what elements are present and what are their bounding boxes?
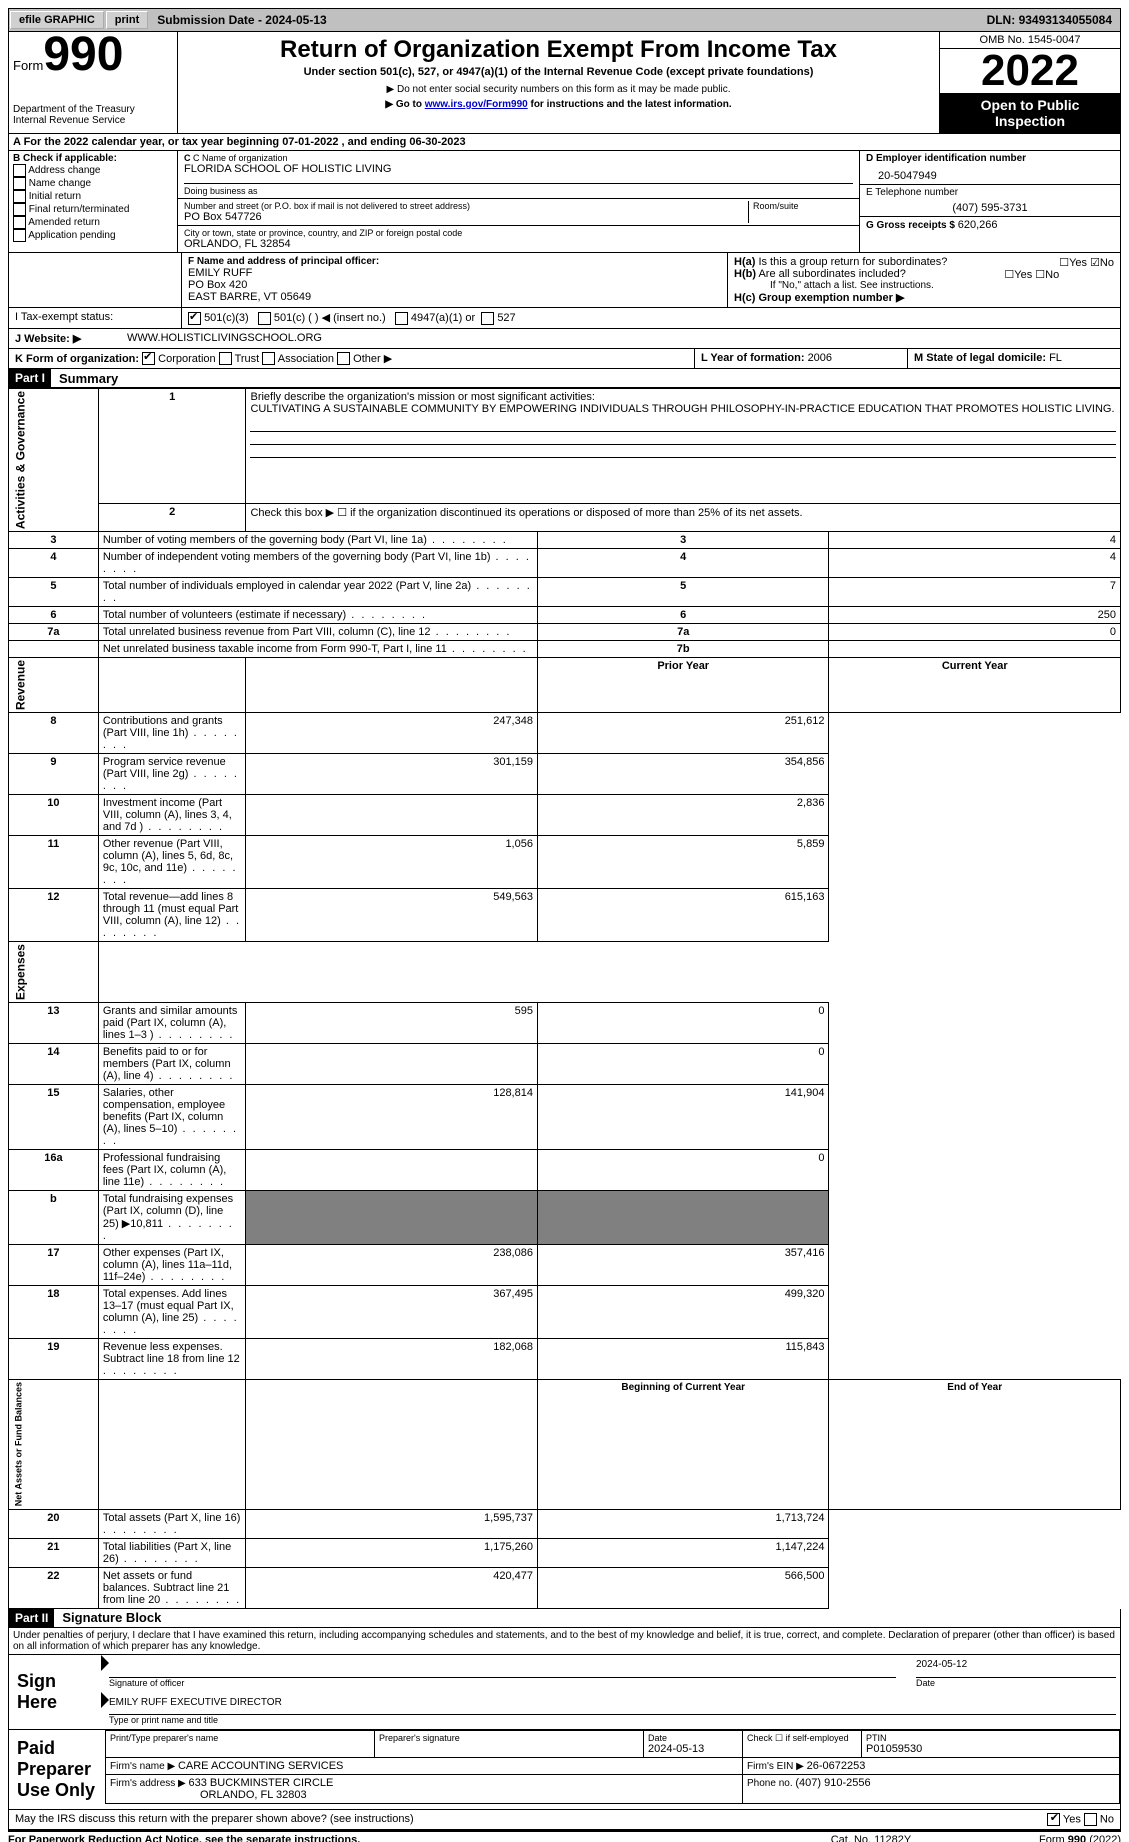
form-subtitle: Under section 501(c), 527, or 4947(a)(1)… bbox=[182, 66, 935, 78]
b-checkbox[interactable] bbox=[13, 229, 26, 242]
calendar-year-row: A For the 2022 calendar year, or tax yea… bbox=[8, 134, 1121, 151]
note-ssn: ▶ Do not enter social security numbers o… bbox=[182, 84, 935, 95]
domicile-state: FL bbox=[1049, 352, 1062, 364]
b-checkbox[interactable] bbox=[13, 164, 26, 177]
tax-exempt-label: I Tax-exempt status: bbox=[9, 308, 182, 328]
end-year-hdr: End of Year bbox=[829, 1380, 1121, 1509]
cat-no: Cat. No. 11282Y bbox=[771, 1834, 971, 1842]
firm-phone: (407) 910-2556 bbox=[795, 1777, 870, 1789]
form-number: Form990 bbox=[13, 36, 173, 74]
sig-officer-label: Signature of officer bbox=[109, 1678, 896, 1688]
hb-note: If "No," attach a list. See instructions… bbox=[734, 280, 1114, 291]
self-employed-check[interactable]: Check ☐ if self-employed bbox=[743, 1730, 862, 1757]
firm-ein: 26-0672253 bbox=[807, 1760, 866, 1772]
org-name: FLORIDA SCHOOL OF HOLISTIC LIVING bbox=[184, 163, 853, 175]
assoc-checkbox[interactable] bbox=[262, 352, 275, 365]
paid-preparer-label: Paid Preparer Use Only bbox=[9, 1730, 105, 1809]
hc-label: H(c) Group exemption number ▶ bbox=[734, 292, 904, 304]
city-label: City or town, state or province, country… bbox=[184, 228, 853, 238]
check-applicable-label: B Check if applicable: bbox=[13, 153, 173, 164]
street-address: PO Box 547726 bbox=[184, 211, 748, 223]
page-footer: For Paperwork Reduction Act Notice, see … bbox=[8, 1830, 1121, 1842]
website-value: WWW.HOLISTICLIVINGSCHOOL.ORG bbox=[121, 329, 1120, 348]
efile-button[interactable]: efile GRAPHIC bbox=[10, 11, 104, 29]
firm-name: CARE ACCOUNTING SERVICES bbox=[178, 1760, 343, 1772]
side-netassets: Net Assets or Fund Balances bbox=[9, 1380, 99, 1509]
submission-date-label: Submission Date - 2024-05-13 bbox=[149, 13, 334, 27]
sign-here-block: Sign Here Signature of officer 2024-05-1… bbox=[8, 1655, 1121, 1730]
discuss-no-checkbox[interactable] bbox=[1084, 1813, 1097, 1826]
mission-text: CULTIVATING A SUSTAINABLE COMMUNITY BY E… bbox=[250, 403, 1114, 415]
receipts-label: G Gross receipts $ bbox=[866, 220, 958, 231]
receipts-value: 620,266 bbox=[958, 219, 998, 231]
type-name-label: Type or print name and title bbox=[109, 1715, 1116, 1725]
side-revenue: Revenue bbox=[9, 658, 99, 713]
firm-addr2: ORLANDO, FL 32803 bbox=[110, 1789, 307, 1801]
officer-label: F Name and address of principal officer: bbox=[188, 256, 379, 267]
public-inspection: Open to Public Inspection bbox=[940, 93, 1120, 133]
dba-label: Doing business as bbox=[184, 183, 853, 196]
irs-link[interactable]: www.irs.gov/Form990 bbox=[425, 99, 528, 110]
side-activities: Activities & Governance bbox=[9, 389, 99, 532]
ein-label: D Employer identification number bbox=[866, 153, 1114, 164]
prior-year-hdr: Prior Year bbox=[537, 658, 828, 713]
form-ref: Form 990 (2022) bbox=[971, 1834, 1121, 1842]
officer-addr1: PO Box 420 bbox=[188, 279, 721, 291]
officer-addr2: EAST BARRE, VT 05649 bbox=[188, 291, 721, 303]
discuss-row: May the IRS discuss this return with the… bbox=[8, 1810, 1121, 1830]
sign-here-label: Sign Here bbox=[9, 1655, 105, 1729]
current-year-hdr: Current Year bbox=[829, 658, 1121, 713]
org-name-label: C C Name of organization bbox=[184, 153, 853, 163]
form-header: Form990 Department of the Treasury Inter… bbox=[8, 32, 1121, 134]
part2-header: Part II Signature Block bbox=[8, 1609, 1121, 1628]
note-link: ▶ Go to www.irs.gov/Form990 for instruct… bbox=[182, 99, 935, 110]
b-checkbox[interactable] bbox=[13, 216, 26, 229]
501c3-checkbox[interactable] bbox=[188, 312, 201, 325]
room-label: Room/suite bbox=[753, 201, 853, 211]
part1-header: Part I Summary bbox=[8, 369, 1121, 388]
527-checkbox[interactable] bbox=[481, 312, 494, 325]
dept-label: Department of the Treasury bbox=[13, 104, 173, 115]
4947-checkbox[interactable] bbox=[395, 312, 408, 325]
print-button[interactable]: print bbox=[106, 11, 148, 29]
phone-value: (407) 595-3731 bbox=[866, 198, 1114, 214]
ptin-value: P01059530 bbox=[866, 1743, 922, 1755]
irs-label: Internal Revenue Service bbox=[13, 115, 173, 126]
phone-label: E Telephone number bbox=[866, 187, 1114, 198]
sig-date: 2024-05-12 bbox=[916, 1659, 1116, 1678]
org-form-row: K Form of organization: Corporation Trus… bbox=[8, 349, 1121, 370]
b-checkbox[interactable] bbox=[13, 190, 26, 203]
street-label: Number and street (or P.O. box if mail i… bbox=[184, 201, 748, 211]
ein-value: 20-5047949 bbox=[866, 164, 1114, 182]
firm-addr1: 633 BUCKMINSTER CIRCLE bbox=[189, 1777, 334, 1789]
top-toolbar: efile GRAPHIC print Submission Date - 20… bbox=[8, 8, 1121, 32]
form-title: Return of Organization Exempt From Incom… bbox=[182, 36, 935, 64]
discuss-yes-checkbox[interactable] bbox=[1047, 1813, 1060, 1826]
date-label: Date bbox=[916, 1678, 1116, 1688]
officer-printed-name: EMILY RUFF EXECUTIVE DIRECTOR bbox=[109, 1697, 282, 1708]
begin-year-hdr: Beginning of Current Year bbox=[537, 1380, 828, 1509]
org-info-section: B Check if applicable: Address change Na… bbox=[8, 151, 1121, 253]
city-value: ORLANDO, FL 32854 bbox=[184, 238, 853, 250]
formation-year: 2006 bbox=[808, 352, 832, 364]
corp-checkbox[interactable] bbox=[142, 352, 155, 365]
b-checkbox[interactable] bbox=[13, 203, 26, 216]
b-checkbox[interactable] bbox=[13, 177, 26, 190]
q2-text: Check this box ▶ ☐ if the organization d… bbox=[246, 503, 1121, 532]
summary-table: Activities & Governance 1 Briefly descri… bbox=[8, 388, 1121, 1608]
officer-group-row: F Name and address of principal officer:… bbox=[8, 253, 1121, 308]
paid-preparer-block: Paid Preparer Use Only Print/Type prepar… bbox=[8, 1730, 1121, 1810]
other-checkbox[interactable] bbox=[337, 352, 350, 365]
tax-year: 2022 bbox=[940, 49, 1120, 93]
trust-checkbox[interactable] bbox=[219, 352, 232, 365]
dln-label: DLN: 93493134055084 bbox=[987, 13, 1120, 27]
pra-notice: For Paperwork Reduction Act Notice, see … bbox=[8, 1834, 771, 1842]
tax-status-row: I Tax-exempt status: 501(c)(3) 501(c) ( … bbox=[8, 308, 1121, 329]
side-expenses: Expenses bbox=[9, 942, 99, 1003]
officer-name: EMILY RUFF bbox=[188, 267, 721, 279]
declaration-text: Under penalties of perjury, I declare th… bbox=[8, 1628, 1121, 1655]
website-row: J Website: ▶ WWW.HOLISTICLIVINGSCHOOL.OR… bbox=[8, 329, 1121, 349]
website-label: J Website: ▶ bbox=[15, 333, 81, 345]
501c-checkbox[interactable] bbox=[258, 312, 271, 325]
